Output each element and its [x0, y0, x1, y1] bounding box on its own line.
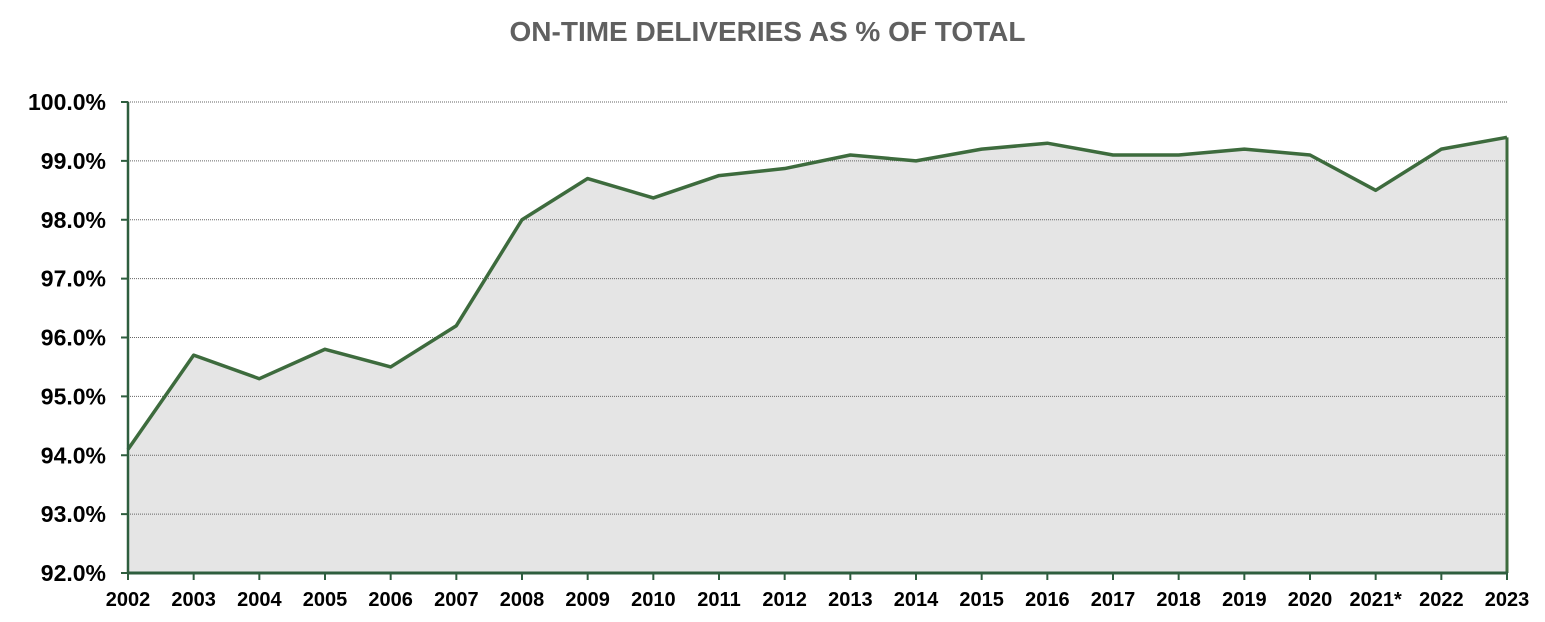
- x-tick-label: 2023: [1485, 589, 1530, 611]
- x-tick-label: 2003: [171, 589, 216, 611]
- x-tick-label: 2020: [1288, 589, 1333, 611]
- y-tick-label: 97.0%: [41, 266, 106, 292]
- y-tick-label: 94.0%: [41, 442, 106, 468]
- x-tick-label: 2014: [894, 589, 939, 611]
- x-tick-label: 2018: [1156, 589, 1201, 611]
- x-tick-label: 2008: [500, 589, 545, 611]
- x-tick-label: 2019: [1222, 589, 1267, 611]
- x-tick-label: 2006: [368, 589, 413, 611]
- x-tick-label: 2010: [631, 589, 676, 611]
- x-tick-label: 2002: [106, 589, 151, 611]
- y-tick-label: 98.0%: [41, 207, 106, 233]
- x-tick-label: 2012: [762, 589, 807, 611]
- y-tick-label: 92.0%: [41, 560, 106, 586]
- x-tick-label: 2005: [303, 589, 348, 611]
- series-line: [126, 135, 1508, 451]
- x-tick-label: 2007: [434, 589, 479, 611]
- area-fill: [128, 137, 1507, 573]
- x-tick-label: 2013: [828, 589, 873, 611]
- x-tick-label: 2017: [1091, 589, 1136, 611]
- x-tick-label: 2016: [1025, 589, 1070, 611]
- x-tick-label: 2004: [237, 589, 282, 611]
- y-tick-label: 95.0%: [41, 383, 106, 409]
- y-tick-label: 93.0%: [41, 501, 106, 527]
- y-tick-label: 96.0%: [41, 325, 106, 351]
- x-tick-label: 2021*: [1350, 589, 1402, 611]
- x-tick-label: 2011: [697, 589, 740, 611]
- x-tick-label: 2022: [1419, 589, 1464, 611]
- y-tick-label: 100.0%: [28, 89, 106, 115]
- x-tick-label: 2009: [565, 589, 610, 611]
- x-tick-label: 2015: [959, 589, 1004, 611]
- y-tick-label: 99.0%: [41, 148, 106, 174]
- chart-title: ON-TIME DELIVERIES AS % OF TOTAL: [509, 16, 1026, 47]
